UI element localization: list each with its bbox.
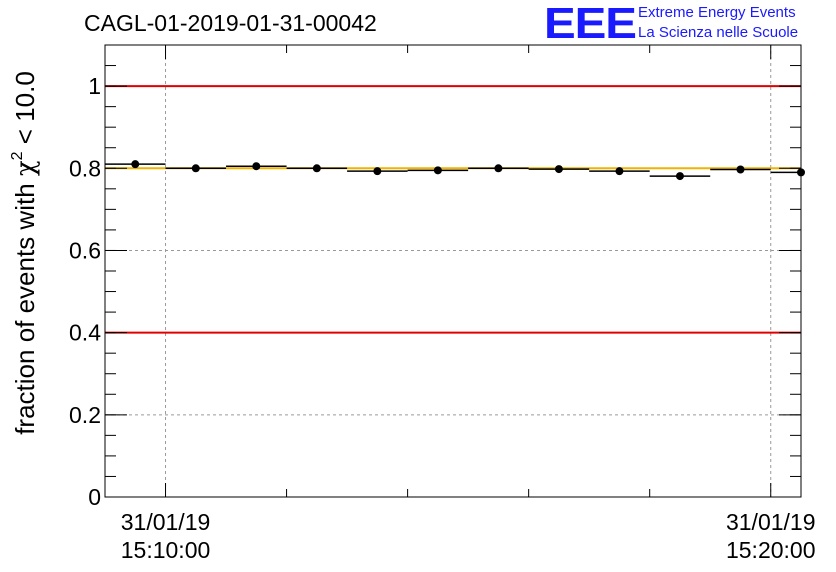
data-point [433,166,442,175]
data-point [131,160,140,169]
data-points [131,160,805,181]
x-tick-label-time: 15:20:00 [726,537,816,563]
y-tick-label: 0 [88,484,101,510]
data-point [373,167,382,176]
axis-ticks [105,44,801,498]
logo-line-1: Extreme Energy Events [638,4,796,21]
data-point [252,162,261,171]
y-tick-label: 0.2 [69,402,101,428]
data-point [494,164,503,173]
y-tick-label: 0.8 [69,155,101,181]
data-point [615,167,624,176]
data-point [554,165,563,174]
reference-lines [105,85,801,334]
eee-logo-mark: EEE [544,0,637,48]
x-tick-label-time: 15:10:00 [121,537,211,563]
y-tick-label: 0.6 [69,237,101,263]
data-point [675,172,684,181]
data-point [191,164,200,173]
logo-line-2: La Scienza nelle Scuole [638,24,799,41]
bin-bars [105,163,801,177]
y-axis-title: fraction of events with χ2 < 10.0 [9,71,41,435]
grid-lines [105,45,801,497]
x-tick-label-date: 31/01/19 [726,509,816,535]
x-tick-label-date: 31/01/19 [121,509,211,535]
y-tick-label: 1 [88,73,101,99]
y-tick-labels: 0 0.2 0.4 0.6 0.8 1 [69,73,101,510]
data-point [736,165,745,174]
data-point [312,164,321,173]
y-tick-label: 0.4 [69,320,101,346]
plot-frame [104,44,802,498]
chart-title: CAGL-01-2019-01-31-00042 [84,10,377,36]
